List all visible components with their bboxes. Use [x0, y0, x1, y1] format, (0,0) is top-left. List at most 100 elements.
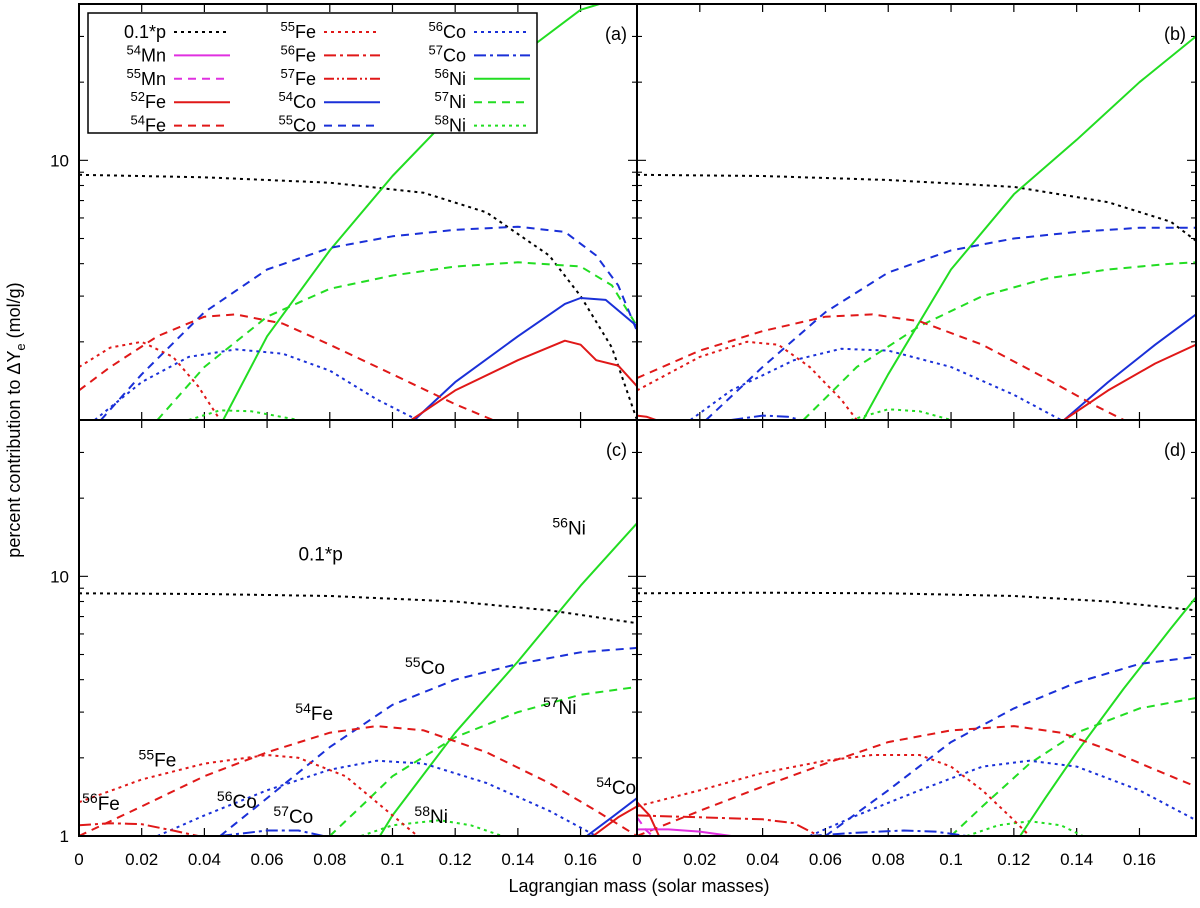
series-54Fe-d	[637, 725, 1196, 836]
x-tick-label: 0.12	[439, 850, 472, 869]
x-tick-label: 0	[632, 850, 641, 869]
legend-label: 54Fe	[131, 113, 166, 136]
panel-frame-d	[636, 419, 1197, 837]
panel-tag-a: (a)	[605, 24, 627, 44]
series-group-a	[79, 4, 637, 420]
x-tick-label: 0.06	[809, 850, 842, 869]
series-0.1*p-b	[637, 173, 1196, 242]
legend-item: 56Ni	[435, 66, 530, 89]
series-55Fe-b	[637, 340, 858, 420]
x-tick-label: 0.04	[746, 850, 779, 869]
series-54Co-c	[586, 797, 637, 836]
series-52Fe-b	[1063, 343, 1196, 420]
x-tick-label: 0.14	[501, 850, 534, 869]
panel-tag-b: (b)	[1164, 24, 1186, 44]
series-54Co-a	[413, 297, 637, 420]
series-55Fe-c	[79, 754, 419, 836]
x-tick-label: 0.14	[1060, 850, 1093, 869]
panel-c: 0 0.02 0.04 0.06 0.08 0.1 0.12 0.14 0.16 1 10 0.1*p…	[50, 419, 638, 869]
legend-item: 57Fe	[281, 66, 380, 89]
x-tick-label: 0.02	[125, 850, 158, 869]
series-57Co-b	[731, 414, 801, 420]
annotation-57Co: 57Co	[273, 803, 313, 828]
series-52Fe-low-d	[637, 801, 660, 836]
series-54Fe-a	[79, 313, 494, 420]
series-56Co-c	[156, 759, 597, 836]
legend-label: 54Mn	[127, 42, 166, 65]
series-52Fe-c	[592, 805, 637, 836]
series-56Ni-c	[379, 522, 637, 836]
y-axis-label-main: percent contribution to ΔY	[4, 351, 24, 558]
panel-frame-c	[78, 419, 638, 837]
series-54Fe-b	[637, 313, 1125, 420]
series-0.1*p-d	[637, 591, 1196, 612]
legend-item: 54Fe	[131, 113, 230, 136]
series-54Fe-c	[79, 725, 637, 836]
legend-label: 57Fe	[281, 66, 316, 89]
annotation-58Ni: 58Ni	[414, 803, 448, 828]
legend-label: 56Co	[429, 19, 466, 42]
series-58Ni-b	[850, 408, 952, 420]
y-axis-label-unit: (mol/g)	[4, 282, 24, 343]
x-tick-label: 0.06	[251, 850, 284, 869]
legend-label: 57Ni	[435, 89, 466, 112]
series-58Ni-d	[966, 820, 1084, 836]
series-56Co-b	[689, 347, 1062, 420]
legend-item: 54Mn	[127, 42, 230, 65]
series-54Mn-d	[637, 828, 732, 836]
series-57Ni-a	[156, 261, 637, 420]
y-axis-label-sub: e	[13, 343, 28, 350]
legend-label: 0.1*p	[124, 22, 166, 42]
series-0.1*p-c	[79, 592, 637, 625]
series-group-d	[637, 591, 1196, 836]
x-tick-label: 0.02	[683, 850, 716, 869]
series-57Co-c	[219, 829, 324, 836]
series-57Co-d	[809, 829, 967, 836]
series-55Fe-a	[79, 340, 221, 420]
annotation-56Co: 56Co	[217, 788, 257, 813]
panel-b: (b)	[636, 3, 1197, 421]
x-tick-label: 0	[74, 850, 83, 869]
series-56Ni-b	[862, 35, 1196, 420]
legend-item: 0.1*p	[124, 22, 230, 42]
panel-d: 0 0.02 0.04 0.06 0.08 0.1 0.12 0.14 0.16 (d)	[632, 419, 1197, 869]
legend-item: 56Co	[429, 19, 530, 42]
legend-box	[87, 12, 538, 134]
legend-label: 55Fe	[281, 19, 316, 42]
legend-label: 55Mn	[127, 66, 166, 89]
legend-item: 57Co	[429, 42, 530, 65]
x-tick-label: 0.08	[872, 850, 905, 869]
x-tick-label: 0.04	[188, 850, 221, 869]
legend-label: 57Co	[429, 42, 466, 65]
x-tick-label: 0.12	[997, 850, 1030, 869]
annotation-57Ni: 57Ni	[543, 694, 577, 719]
series-57Ni-d	[950, 697, 1196, 836]
series-56Co-a	[94, 348, 419, 420]
legend-label: 52Fe	[131, 89, 166, 112]
x-tick-label: 0.1	[381, 850, 405, 869]
series-56Fe-c	[79, 822, 199, 836]
series-55Mn-d	[637, 816, 654, 836]
annotation-54Co: 54Co	[596, 774, 636, 799]
legend-item: 52Fe	[131, 89, 230, 112]
series-group-c	[79, 522, 637, 836]
annotation-0.1*p: 0.1*p	[298, 545, 342, 566]
annotation-56Fe: 56Fe	[82, 790, 120, 815]
series-56Ni-d	[1019, 596, 1196, 836]
panel-tag-c: (c)	[606, 440, 627, 460]
series-0.1*p-a	[79, 173, 637, 420]
x-tick-label: 0.08	[313, 850, 346, 869]
y-tick-label: 10	[50, 567, 69, 586]
legend-item: 58Ni	[435, 113, 530, 136]
series-52Fe-a	[410, 339, 637, 420]
series-56Fe-d	[637, 814, 820, 836]
legend-item: 55Fe	[281, 19, 380, 42]
legend-label: 54Co	[279, 89, 316, 112]
y-axis-label: percent contribution to ΔYe (mol/g)	[4, 282, 28, 557]
series-55Co-c	[219, 646, 637, 836]
legend-item: 55Mn	[127, 66, 230, 89]
legend-label: 58Ni	[435, 113, 466, 136]
series-55Fe-d	[637, 754, 1031, 836]
legend-item: 56Fe	[281, 42, 380, 65]
legend-label: 55Co	[279, 113, 316, 136]
